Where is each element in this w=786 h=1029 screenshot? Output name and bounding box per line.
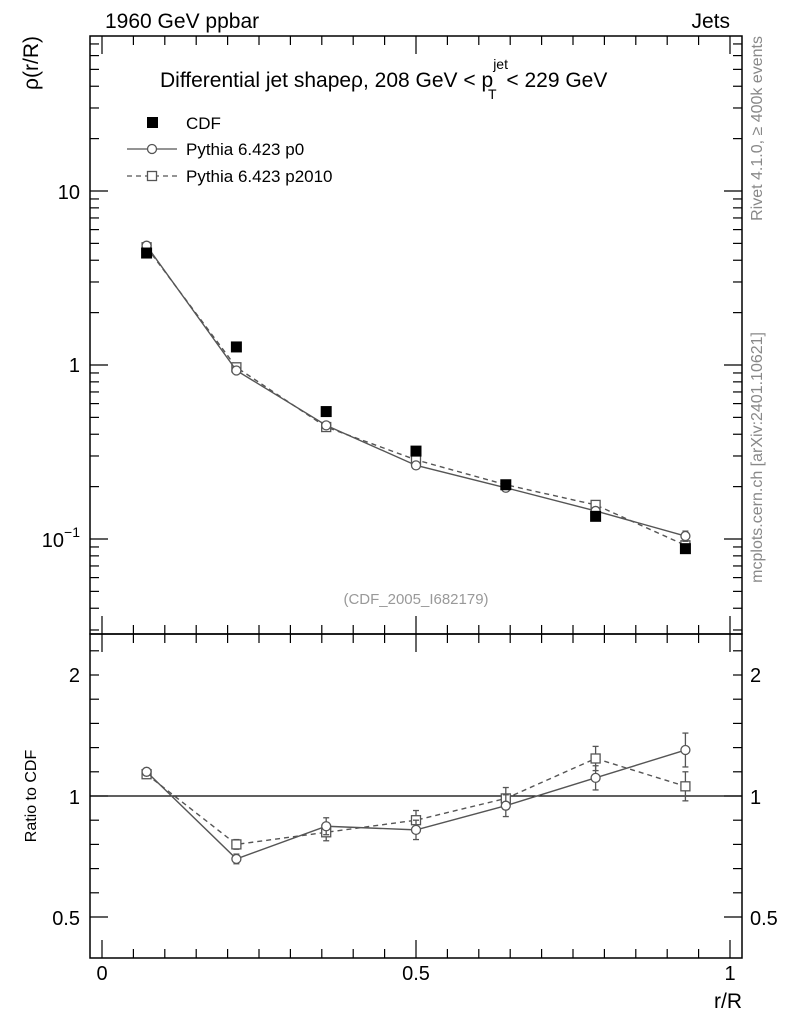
y-tick-label-0.1: 10−1 xyxy=(42,524,80,552)
main-y-axis-label: ρ(r/R) xyxy=(20,36,43,90)
data-point xyxy=(231,853,242,865)
mcplots-label: mcplots.cern.ch [arXiv:2401.10621] xyxy=(749,332,766,583)
x-tick-labels: 0 0.5 1 xyxy=(96,963,735,985)
data-point xyxy=(680,744,691,756)
x-tick-label-0: 0 xyxy=(96,963,107,985)
data-point xyxy=(590,753,601,764)
data-point xyxy=(500,800,511,811)
y-tick-label-1: 1 xyxy=(69,355,80,377)
data-point xyxy=(590,772,601,783)
legend-cdf-label: CDF xyxy=(186,114,221,133)
x-axis-label: r/R xyxy=(714,990,742,1013)
data-point xyxy=(320,406,332,418)
x-tick-label-1: 1 xyxy=(724,963,735,985)
ratio-y-tick-label-2-right: 2 xyxy=(750,665,761,687)
data-point xyxy=(231,839,242,850)
y-tick-label-0.1-exp: −1 xyxy=(64,524,80,540)
ratio-series-layer xyxy=(141,732,691,865)
data-point xyxy=(321,821,332,832)
data-point xyxy=(590,510,602,522)
ratio-y-tick-label-1: 1 xyxy=(69,787,80,809)
ratio-y-tick-label-0.5-right: 0.5 xyxy=(750,908,778,930)
y-tick-label-0.1-base: 10 xyxy=(42,530,64,552)
series-cdf xyxy=(141,247,691,555)
title-subscript: T xyxy=(488,86,497,102)
title-superscript: jet xyxy=(492,56,508,72)
data-point xyxy=(141,247,153,259)
data-point xyxy=(680,781,691,792)
legend-cdf-marker xyxy=(147,117,158,128)
x-tick-label-0.5: 0.5 xyxy=(402,963,430,985)
series-pythia-6-423-p0 xyxy=(141,732,691,865)
header-left-label: 1960 GeV ppbar xyxy=(105,10,259,33)
legend-p2010-label: Pythia 6.423 p2010 xyxy=(186,167,333,186)
data-point xyxy=(410,445,422,457)
rivet-label: Rivet 4.1.0, ≥ 400k events xyxy=(749,36,766,221)
title-suffix: < 229 GeV xyxy=(501,69,608,92)
main-y-tick-labels: 10 1 10−1 xyxy=(42,182,80,552)
ratio-y-axis-label: Ratio to CDF xyxy=(23,750,40,843)
data-point xyxy=(500,479,512,491)
ratio-y-tick-labels-right: 2 1 0.5 xyxy=(750,665,778,930)
data-point xyxy=(321,420,332,431)
data-point xyxy=(679,543,691,555)
data-point xyxy=(141,766,152,777)
main-axis-ticks xyxy=(90,36,742,634)
legend-p2010-marker xyxy=(146,170,158,182)
ratio-axis-ticks xyxy=(90,634,742,958)
main-title: Differential jet shapeρ, 208 GeV < pjet T… xyxy=(160,56,607,102)
legend-p0-marker xyxy=(146,143,158,155)
data-point xyxy=(230,341,242,353)
data-point xyxy=(231,365,242,376)
ratio-y-tick-labels-left: 2 1 0.5 xyxy=(52,665,80,930)
header-right-label: Jets xyxy=(691,10,730,33)
watermark: (CDF_2005_I682179) xyxy=(343,591,488,608)
legend-p0-label: Pythia 6.423 p0 xyxy=(186,140,304,159)
data-point xyxy=(680,530,691,542)
legend: CDF Pythia 6.423 p0 Pythia 6.423 p2010 xyxy=(127,114,333,186)
data-point xyxy=(410,824,422,836)
ratio-y-tick-label-2: 2 xyxy=(69,665,80,687)
ratio-y-tick-label-0.5: 0.5 xyxy=(52,908,80,930)
data-point xyxy=(410,460,422,471)
ratio-y-tick-label-1-right: 1 xyxy=(750,787,761,809)
y-tick-label-10: 10 xyxy=(58,182,80,204)
main-series-layer xyxy=(141,240,691,555)
title-prefix: Differential jet shapeρ, 208 GeV < p xyxy=(160,69,493,92)
